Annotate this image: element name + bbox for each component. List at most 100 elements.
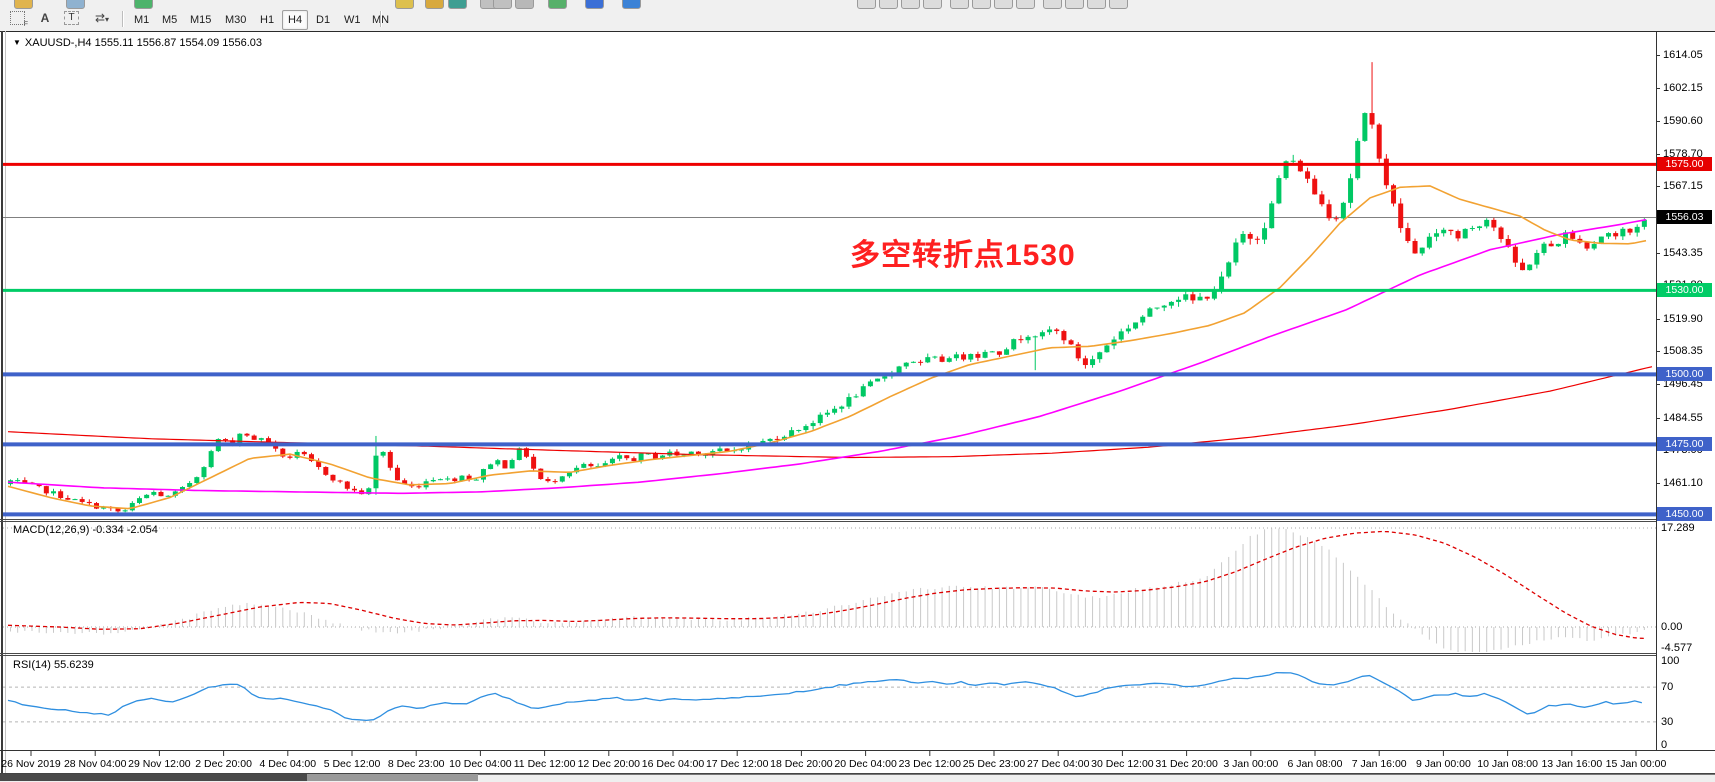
price-tick-label: 1519.90 [1663,312,1703,325]
toolbar-partial-icon[interactable] [622,0,641,9]
toolbar-partial-icon[interactable] [923,0,942,9]
time-axis-line [0,750,1715,751]
chart-window[interactable] [0,31,1715,775]
toolbar-partial-icon[interactable] [14,0,33,9]
toolbar-partial-icon[interactable] [448,0,467,9]
bottom-bar-left-segment [0,774,307,781]
price-axis-line [1656,32,1657,750]
panel-separator-macd-top2 [0,521,1656,522]
price-tick-label: 1508.35 [1663,344,1703,357]
price-badge-1475.00: 1475.00 [1657,437,1712,452]
time-label: 2 Dec 20:00 [195,758,252,770]
price-tick-label: 1614.05 [1663,49,1703,61]
time-label: 6 Jan 08:00 [1287,758,1343,770]
panel-separator-macd-top[interactable] [0,519,1656,520]
rsi-axis-70: 70 [1661,681,1674,693]
time-label: 23 Dec 12:00 [898,758,962,770]
price-tick-label: 1567.15 [1663,180,1703,193]
rsi-axis-100: 100 [1661,655,1680,667]
price-badge-1450.00: 1450.00 [1657,507,1712,522]
price-tick-dash [1656,55,1660,56]
time-label: 26 Nov 2019 [1,758,61,770]
time-label: 10 Dec 04:00 [449,758,512,770]
timeframe-button-d1[interactable]: D1 [316,14,331,26]
textbox-icon[interactable]: T [64,11,79,27]
price-tick-dash [1656,483,1660,485]
toolbar-partial-icon[interactable] [1087,0,1106,9]
time-label: 9 Jan 00:00 [1415,758,1471,770]
time-label: 30 Dec 12:00 [1091,758,1154,770]
toolbar-partial-icon[interactable] [994,0,1013,9]
toolbar-partial-icon[interactable] [493,0,512,9]
timeframe-button-w1[interactable]: W1 [344,14,361,26]
toolbar-partial-icon[interactable] [879,0,898,9]
timeframe-button-m15[interactable]: M15 [190,14,212,26]
price-tick-label: 1590.60 [1663,114,1703,127]
price-badge-1530.00: 1530.00 [1657,283,1712,298]
panel-separator-rsi-top2 [0,655,1656,656]
price-tick-label: 1578.70 [1663,147,1703,160]
toolbar-partial-icon[interactable] [548,0,567,9]
toolbar-partial-icon[interactable] [950,0,969,9]
chart-dropdown-icon[interactable]: ▼ [13,38,21,47]
price-tick-dash [1656,318,1660,320]
toolbar-partial-icon[interactable] [1016,0,1035,9]
dropdown-caret-icon[interactable]: ▾ [105,15,110,24]
panel-separator-rsi-top[interactable] [0,653,1656,654]
timeframe-button-m1[interactable]: M1 [134,14,150,26]
window-bottom-border [0,773,1715,774]
price-tick-dash [1656,252,1660,254]
timeframe-button-h4[interactable]: H4 [282,10,309,30]
chart-annotation-text: 多空转折点1530 [850,239,1076,272]
time-label: 16 Dec 04:00 [641,758,705,770]
toolbar-partial-icon[interactable] [972,0,991,9]
time-label: 10 Jan 08:00 [1477,758,1538,770]
rsi-axis-30: 30 [1661,716,1674,728]
price-tick-dash [1656,350,1660,352]
price-tick-label: 1484.55 [1663,411,1703,424]
toolbar-partial-icon[interactable] [857,0,876,9]
toolbar-partial-icon[interactable] [66,0,85,9]
price-tick-dash [1656,88,1660,90]
price-tick-dash [1656,120,1660,122]
time-label: 27 Dec 04:00 [1026,758,1090,770]
price-badge-1500.00: 1500.00 [1657,367,1712,382]
price-tick-label: 1602.15 [1663,82,1703,95]
toolbar-partial-icon[interactable] [515,0,534,9]
time-label: 12 Dec 20:00 [577,758,641,770]
timeframe-button-m5[interactable]: M5 [162,14,178,26]
time-label: 20 Dec 04:00 [834,758,897,770]
arrow-objects-icon[interactable]: ⇄▾ [94,11,110,25]
timeframe-button-h1[interactable]: H1 [260,14,275,26]
macd-axis-min: -4.577 [1661,642,1693,654]
macd-indicator-label: MACD(12,26,9) -0.334 -2.054 [13,524,158,536]
timeframe-button-m30[interactable]: M30 [225,14,247,26]
bottom-bar-right-segment [478,774,1715,782]
bottom-bar-middle-segment [307,774,478,781]
toolbar-top-clipped [0,0,1715,9]
toolbar-partial-icon[interactable] [901,0,920,9]
toolbar-partial-icon[interactable] [134,0,153,9]
macd-axis-zero: 0.00 [1661,621,1683,633]
price-badge-1556.03: 1556.03 [1657,210,1712,225]
toolbar-partial-icon[interactable] [1109,0,1128,9]
toolbar-separator [380,11,382,27]
price-tick-dash [1656,417,1660,419]
toolbar-partial-icon[interactable] [395,0,414,9]
price-tick-label: 1543.35 [1663,246,1703,259]
toolbar-partial-icon[interactable] [585,0,604,9]
time-label: 13 Jan 16:00 [1541,758,1603,770]
toolbar-partial-icon[interactable] [1043,0,1062,9]
text-label-icon[interactable]: A [40,11,50,25]
time-label: 29 Nov 12:00 [128,758,191,770]
symbol-title[interactable]: ▼ XAUUSD-,H4 1555.11 1556.87 1554.09 1556… [13,37,263,49]
price-badge-1575.00: 1575.00 [1657,157,1712,172]
window-left-border [1,31,3,774]
time-label: 3 Jan 00:00 [1223,758,1279,770]
time-label: 4 Dec 04:00 [259,758,317,770]
time-label: 25 Dec 23:00 [962,758,1026,770]
crosshair-grid-icon[interactable]: F [10,11,28,28]
toolbar-partial-icon[interactable] [1065,0,1084,9]
price-tick-dash [1656,384,1660,386]
toolbar-partial-icon[interactable] [425,0,444,9]
